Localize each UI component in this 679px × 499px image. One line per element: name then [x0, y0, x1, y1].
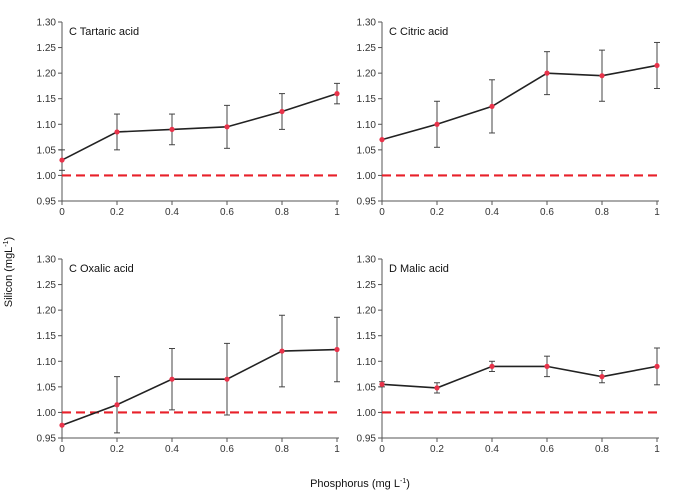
y-tick-label: 1.15	[37, 331, 57, 342]
y-tick-label: 1.05	[357, 382, 377, 393]
x-tick-label: 0	[379, 207, 385, 218]
data-point	[654, 363, 660, 369]
y-tick-label: 1.30	[37, 18, 57, 29]
data-point	[434, 121, 440, 127]
y-tick-label: 1.30	[357, 255, 377, 266]
y-tick-label: 1.20	[37, 69, 57, 80]
panel-title: C Oxalic acid	[69, 263, 134, 275]
chart-panel-3: 0.95 1.00 1.05 1.10 1.15 1.20 1.25 1.30 0 0.2 0.4 0…	[37, 255, 341, 456]
y-tick-label: 1.10	[357, 357, 377, 368]
y-tick-label: 1.10	[37, 120, 57, 131]
x-tick-label: 0.6	[220, 444, 234, 455]
y-tick-label: 1.25	[357, 280, 377, 291]
x-tick-label: 1	[654, 444, 660, 455]
x-tick-label: 0.6	[540, 207, 554, 218]
x-tick-label: 0	[59, 207, 65, 218]
x-axis-title: Phosphorus (mg L-1)	[310, 478, 410, 490]
data-point	[379, 381, 385, 387]
data-point	[489, 363, 495, 369]
y-tick-label: 1.30	[37, 255, 57, 266]
data-point	[224, 376, 230, 382]
chart-panel-1: 0.95 1.00 1.05 1.10 1.15 1.20 1.25 1.30 0 0.2 0.4 0…	[37, 18, 341, 219]
y-tick-label: 1.05	[37, 145, 57, 156]
y-tick-label: 1.15	[357, 331, 377, 342]
series-line	[61, 92, 338, 161]
y-axis-title: Silicon (mgL-1)	[3, 237, 15, 307]
data-point	[379, 137, 385, 143]
x-tick-label: 0.8	[595, 444, 609, 455]
panel-title: D Malic acid	[389, 263, 449, 275]
y-tick-label: 1.25	[37, 43, 57, 54]
y-tick-label: 1.10	[37, 357, 57, 368]
x-tick-label: 0.4	[485, 444, 499, 455]
x-tick-label: 0.2	[110, 207, 124, 218]
y-tick-label: 1.30	[357, 18, 377, 29]
data-point	[544, 70, 550, 76]
x-tick-label: 0.2	[110, 444, 124, 455]
data-point	[599, 73, 605, 79]
y-tick-label: 0.95	[37, 434, 57, 445]
data-point	[279, 108, 285, 115]
x-tick-label: 0.8	[275, 444, 289, 455]
x-tick-label: 0.6	[540, 444, 554, 455]
data-point	[654, 62, 660, 69]
data-point	[279, 348, 285, 354]
y-tick-label: 1.20	[357, 306, 377, 317]
x-tick-label: 0.4	[485, 207, 499, 218]
y-tick-label: 0.95	[357, 434, 377, 445]
x-tick-label: 1	[654, 207, 660, 218]
panel-title: C Tartaric acid	[69, 26, 139, 38]
x-tick-label: 0.4	[165, 444, 179, 455]
y-tick-label: 1.05	[357, 145, 377, 156]
y-tick-label: 1.15	[37, 94, 57, 105]
x-tick-label: 0.8	[275, 207, 289, 218]
data-point	[224, 124, 230, 130]
data-point	[169, 126, 175, 132]
y-tick-label: 1.00	[37, 171, 57, 182]
x-tick-label: 0.2	[430, 444, 444, 455]
data-point	[334, 346, 340, 353]
data-point	[544, 363, 550, 369]
y-tick-label: 1.20	[37, 306, 57, 317]
y-tick-label: 1.00	[357, 171, 377, 182]
x-tick-label: 0	[59, 444, 65, 455]
y-tick-label: 0.95	[357, 197, 377, 208]
data-point	[59, 157, 65, 163]
y-tick-label: 1.15	[357, 94, 377, 105]
data-point	[59, 422, 65, 428]
data-point	[169, 376, 175, 382]
series-line	[61, 348, 338, 426]
y-tick-label: 1.25	[357, 43, 377, 54]
x-tick-label: 0.2	[430, 207, 444, 218]
chart-panel-2: 0.95 1.00 1.05 1.10 1.15 1.20 1.25 1.30 0 0.2 0.4 0…	[357, 18, 661, 219]
data-point	[114, 402, 120, 408]
y-tick-label: 1.25	[37, 280, 57, 291]
data-point	[599, 374, 605, 380]
y-tick-label: 0.95	[37, 197, 57, 208]
x-tick-label: 1	[334, 207, 340, 218]
chart-panel-4: 0.95 1.00 1.05 1.10 1.15 1.20 1.25 1.30 0 0.2 0.4 0…	[357, 255, 661, 456]
series-line	[381, 64, 658, 141]
x-tick-label: 1	[334, 444, 340, 455]
data-point	[114, 129, 120, 135]
y-tick-label: 1.00	[357, 408, 377, 419]
panel-title: C Citric acid	[389, 26, 448, 38]
x-tick-label: 0	[379, 444, 385, 455]
y-tick-label: 1.10	[357, 120, 377, 131]
y-tick-label: 1.00	[37, 408, 57, 419]
data-point	[434, 385, 440, 391]
data-point	[489, 103, 495, 109]
y-tick-label: 1.20	[357, 69, 377, 80]
panels: 0.95 1.00 1.05 1.10 1.15 1.20 1.25 1.30 0 0.2 0.4 0…	[37, 18, 661, 456]
x-tick-label: 0.4	[165, 207, 179, 218]
series-line	[381, 365, 658, 389]
x-tick-label: 0.8	[595, 207, 609, 218]
x-tick-label: 0.6	[220, 207, 234, 218]
y-tick-label: 1.05	[37, 382, 57, 393]
data-point	[334, 91, 340, 97]
